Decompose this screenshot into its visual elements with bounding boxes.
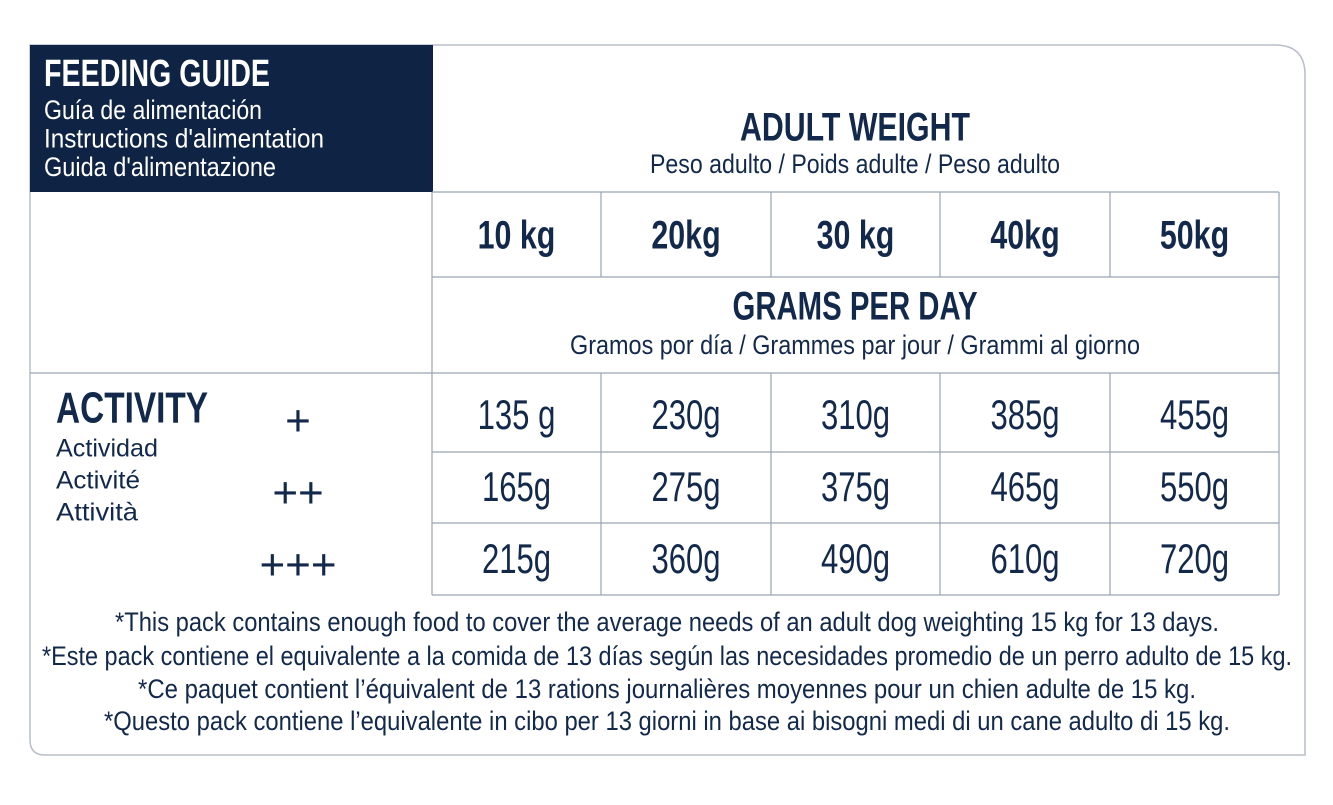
grams-value: 230g (651, 392, 720, 439)
grams-value: 550g (1160, 464, 1229, 511)
header-subtitle: Guía de alimentación (44, 95, 262, 125)
footnote: *Este pack contiene el equivalente a la … (42, 641, 1292, 671)
header-subtitle: Guida d'alimentazione (44, 152, 276, 182)
activity-title: ACTIVITY (56, 384, 208, 433)
grams-value: 275g (651, 464, 720, 511)
weight-label: 20kg (651, 213, 720, 258)
grams-value: 490g (821, 536, 890, 583)
activity-translation: Attività (56, 499, 138, 527)
outer-frame (29, 44, 1306, 756)
footnote: *This pack contains enough food to cover… (115, 607, 1219, 637)
grams-value: 135 g (478, 392, 556, 439)
grams-title: GRAMS PER DAY (733, 285, 978, 329)
header-box (30, 45, 433, 192)
grams-value: 610g (990, 536, 1059, 583)
activity-level: ++ (272, 469, 323, 518)
activity-translation: Activité (56, 467, 140, 495)
weight-subtitle: Peso adulto / Poids adulte / Peso adulto (650, 149, 1060, 179)
activity-translation: Actividad (56, 435, 158, 463)
grams-value: 310g (821, 392, 890, 439)
grams-value: 465g (990, 464, 1059, 511)
activity-level: +++ (259, 541, 336, 590)
grams-value: 720g (1160, 536, 1229, 583)
footnote: *Ce paquet contient l’équivalent de 13 r… (138, 674, 1196, 704)
activity-level: + (285, 397, 311, 446)
table-grid (30, 191, 1280, 596)
footnote: *Questo pack contiene l’equivalente in c… (104, 706, 1230, 736)
grams-value: 360g (651, 536, 720, 583)
grams-value: 375g (821, 464, 890, 511)
header-title: FEEDING GUIDE (44, 53, 270, 95)
weight-label: 30 kg (817, 213, 895, 258)
weight-label: 50kg (1160, 213, 1229, 258)
grams-value: 455g (1160, 392, 1229, 439)
grams-value: 215g (482, 536, 551, 583)
header-subtitle: Instructions d'alimentation (44, 124, 324, 154)
grams-value: 385g (990, 392, 1059, 439)
weight-title: ADULT WEIGHT (740, 106, 970, 150)
grams-subtitle: Gramos por día / Grammes par jour / Gram… (570, 330, 1140, 360)
weight-label: 40kg (990, 213, 1059, 258)
grams-value: 165g (482, 464, 551, 511)
weight-label: 10 kg (478, 213, 556, 258)
